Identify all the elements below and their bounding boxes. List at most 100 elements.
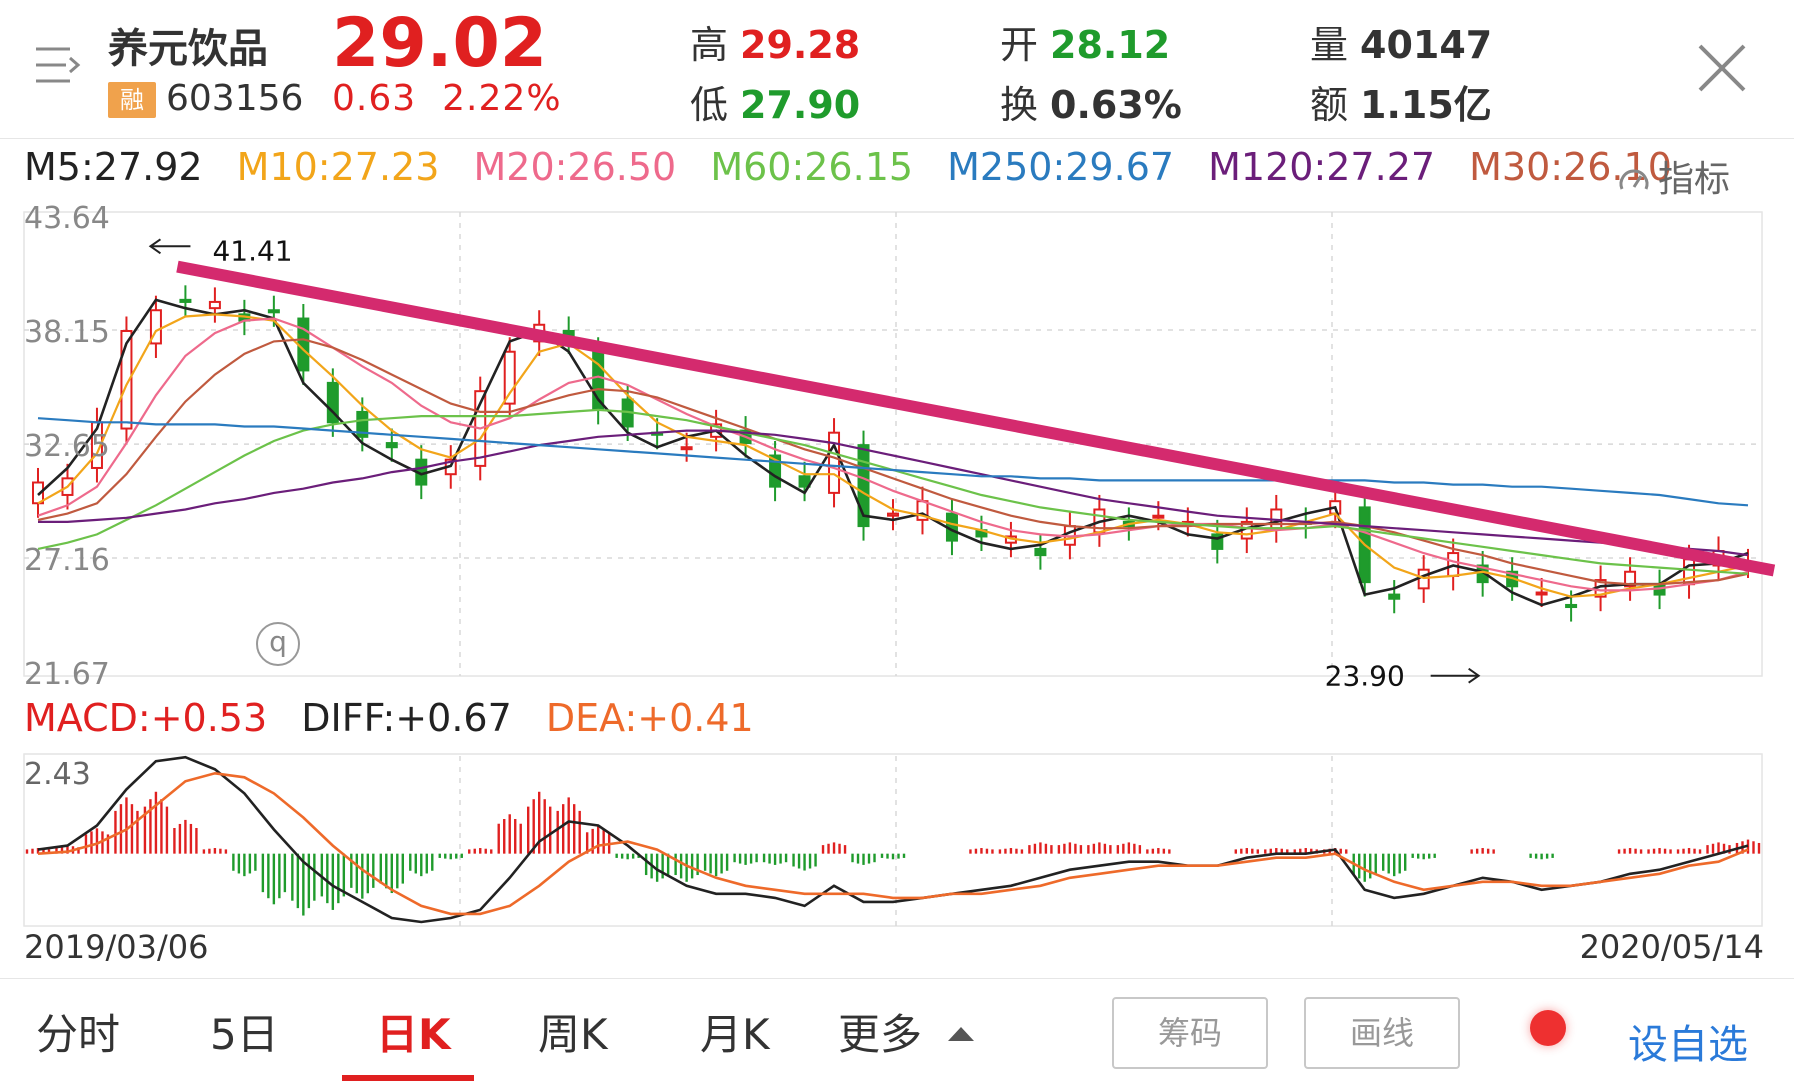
- candle-body: [208, 300, 221, 310]
- ma-line-m10: [37, 313, 1749, 598]
- ma-legend-item: M250:29.67: [947, 145, 1175, 189]
- candle-body: [297, 317, 310, 372]
- price-tick-label: 27.16: [24, 543, 110, 578]
- start-date: 2019/03/06: [24, 928, 209, 966]
- candle-body: [149, 309, 162, 345]
- high-label: 高: [690, 23, 729, 67]
- amount-stat: 额 1.15亿: [1310, 74, 1492, 129]
- tab-monthly-k[interactable]: 月K: [700, 1010, 770, 1059]
- ma-legend-item: M60:26.15: [710, 145, 914, 189]
- open-value: 28.12: [1050, 23, 1171, 67]
- chips-button[interactable]: 筹码: [1112, 997, 1268, 1069]
- q-badge[interactable]: q: [256, 622, 300, 666]
- candle-body: [385, 442, 398, 449]
- candle-body: [1152, 514, 1165, 519]
- candle-body: [267, 309, 280, 314]
- change-percent: 2.22%: [442, 78, 562, 119]
- add-to-watchlist-button[interactable]: 设自选: [1628, 1022, 1748, 1068]
- macd-axis-labels: 2.43: [24, 757, 91, 792]
- macd-legend: MACD:+0.53 DIFF:+0.67 DEA:+0.41: [24, 696, 776, 740]
- kline-chart[interactable]: 43.64 38.15 32.65 27.16 21.67 41.41 23.90 2.4…: [0, 0, 1794, 980]
- tab-weekly-k[interactable]: 周K: [538, 1010, 608, 1059]
- candle-body: [356, 410, 369, 438]
- candle-body: [769, 454, 782, 488]
- price-tick-label: 43.64: [24, 201, 110, 236]
- end-date: 2020/05/14: [1579, 928, 1764, 966]
- turnover-label: 换: [1000, 83, 1039, 127]
- close-icon[interactable]: [1692, 38, 1752, 98]
- gauge-icon: [1619, 169, 1649, 190]
- record-dot-icon[interactable]: [1530, 1010, 1566, 1046]
- ma-legend-item: M20:26.50: [473, 145, 677, 189]
- ma-legend-item: M120:27.27: [1208, 145, 1436, 189]
- open-stat: 开 28.12: [1000, 14, 1170, 69]
- price-tick-label: 38.15: [24, 315, 110, 350]
- candle-body: [1388, 593, 1401, 600]
- moving-average-lines: [37, 298, 1749, 607]
- candle-body: [1535, 591, 1548, 596]
- indicator-button[interactable]: 指标: [1616, 150, 1730, 202]
- high-arrow-head: [148, 238, 162, 255]
- tab-more-label: 更多: [838, 1010, 923, 1059]
- high-value: 29.28: [740, 23, 861, 67]
- high-value-label: 41.41: [212, 234, 292, 267]
- price-axis-labels: 43.64 38.15 32.65 27.16 21.67: [24, 201, 110, 692]
- low-value: 27.90: [740, 83, 861, 127]
- amount-label: 额: [1310, 83, 1349, 127]
- price-tick-label: 21.67: [24, 657, 110, 692]
- trendline: [176, 260, 1776, 577]
- tab-daily-k[interactable]: 日K: [376, 1010, 451, 1059]
- resistance-trendline: [176, 260, 1776, 577]
- macd-line-diff: [37, 755, 1749, 924]
- caret-up-icon: [948, 1026, 975, 1041]
- candle-body: [1034, 547, 1047, 557]
- price-tick-label: 32.65: [24, 429, 110, 464]
- price-change: 0.63 2.22%: [332, 78, 562, 119]
- macd-legend-item: MACD:+0.53: [24, 696, 268, 740]
- low-arrow-head: [1468, 667, 1481, 684]
- candle-body: [798, 475, 811, 488]
- tab-more[interactable]: 更多: [838, 1001, 975, 1062]
- current-price: 29.02: [332, 4, 548, 83]
- draw-line-button[interactable]: 画线: [1304, 997, 1460, 1069]
- low-label: 低: [690, 83, 729, 127]
- ma-legend: M5:27.92 M10:27.23 M20:26.50 M60:26.15 M…: [24, 145, 1694, 193]
- volume-label: 量: [1310, 23, 1349, 67]
- ma-line-m30: [37, 338, 1749, 586]
- low-stat: 低 27.90: [690, 74, 860, 129]
- candle-body: [680, 446, 693, 451]
- ma-legend-item: M10:27.23: [236, 145, 440, 189]
- macd-chart-frame: [23, 753, 1763, 927]
- quote-header: 养元饮品 融 603156 29.02 0.63 2.22% 高 29.28 低 27…: [0, 0, 1794, 139]
- stock-name: 养元饮品: [108, 26, 268, 72]
- turnover-stat: 换 0.63%: [1000, 74, 1182, 129]
- candle-body: [1565, 603, 1578, 609]
- period-tab-bar: 分时 5日 日K 周K 月K 更多 筹码 画线: [0, 978, 1794, 1081]
- candle-body: [857, 444, 870, 528]
- turnover-value: 0.63%: [1050, 83, 1182, 127]
- menu-icon[interactable]: [36, 45, 82, 85]
- volume-stat: 量 40147: [1310, 14, 1492, 69]
- macd-tick-label: 2.43: [24, 757, 91, 792]
- tab-5day[interactable]: 5日: [210, 1010, 279, 1059]
- macd-chart-grid: [23, 753, 1763, 927]
- candle-body: [326, 381, 339, 424]
- macd-line-dea: [37, 771, 1749, 916]
- candle-body: [1624, 570, 1637, 588]
- price-annotations: 41.41 23.90: [148, 234, 1481, 693]
- candle-body: [179, 298, 192, 303]
- low-value-label: 23.90: [1325, 660, 1405, 693]
- ma-line-m20: [37, 317, 1749, 592]
- change-amount: 0.63: [332, 78, 417, 119]
- volume-value: 40147: [1360, 23, 1493, 67]
- ma-legend-item: M5:27.92: [24, 145, 203, 189]
- amount-value: 1.15亿: [1360, 83, 1492, 127]
- candle-body: [120, 329, 133, 430]
- candle-body: [503, 350, 516, 405]
- candle-body: [1211, 533, 1224, 550]
- high-stat: 高 29.28: [690, 14, 860, 69]
- candle-body: [828, 431, 841, 494]
- ma-line-m5: [37, 298, 1749, 607]
- open-label: 开: [1000, 23, 1039, 67]
- tab-intraday[interactable]: 分时: [36, 1010, 121, 1059]
